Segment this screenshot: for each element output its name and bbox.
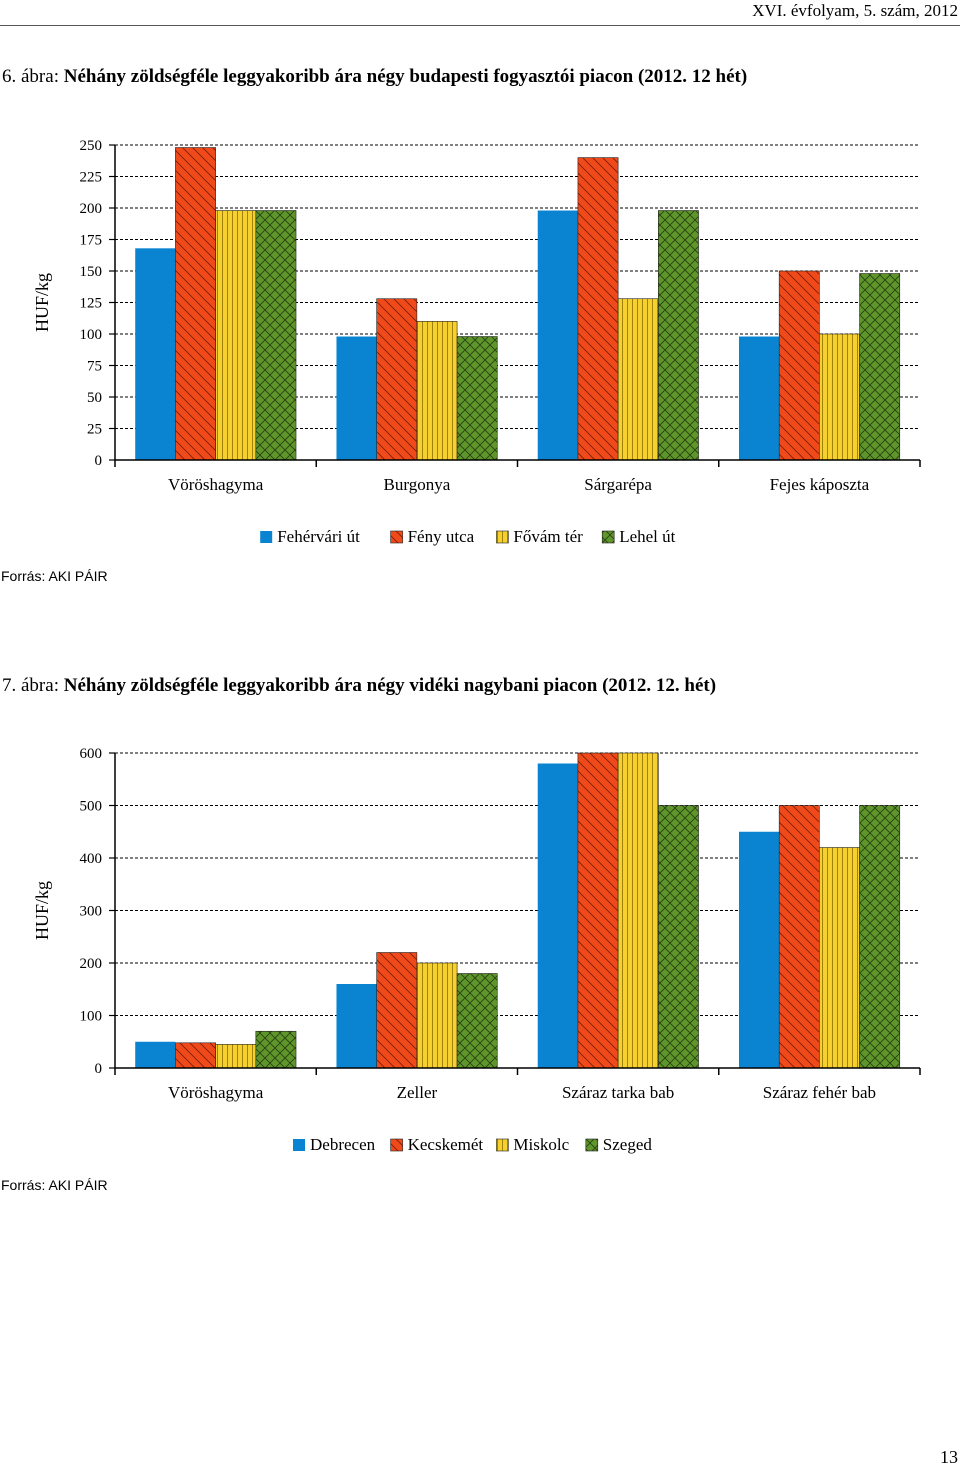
y-tick-label: 200 — [80, 201, 103, 217]
x-category-label: Zeller — [397, 1083, 438, 1102]
bar-lehel-út-2 — [658, 210, 699, 461]
legend-swatch-3 — [585, 1138, 599, 1152]
y-tick-label: 300 — [80, 904, 103, 920]
y-tick-label: 250 — [80, 138, 103, 154]
legend-swatch-1 — [390, 530, 403, 544]
legend-label-1: Fény utca — [408, 527, 475, 546]
y-axis-label: HUF/kg — [32, 881, 52, 940]
y-tick-label: 150 — [80, 264, 103, 280]
figure-6-svg: HUF/kg 0 25 50 75 100 125 150 175 200 225 250 Vörösh… — [32, 138, 921, 546]
x-category-label: Vöröshagyma — [168, 475, 264, 494]
y-tick-label: 175 — [80, 233, 103, 249]
legend-label-2: Fővám tér — [513, 527, 583, 546]
legend-label-0: Fehérvári út — [277, 527, 360, 546]
bar-fehérvári-út-2 — [537, 210, 578, 460]
bar-debrecen-2 — [537, 763, 578, 1068]
bar-miskolc-1 — [416, 962, 458, 1069]
bar-debrecen-3 — [738, 831, 780, 1068]
legend-swatch-2 — [496, 530, 509, 544]
header-rule — [0, 25, 960, 26]
bar-kecskemét-3 — [778, 805, 820, 1069]
figure-6-title: 6. ábra: Néhány zöldségféle leggyakoribb… — [2, 66, 747, 88]
x-category-label: Sárgarépa — [584, 475, 652, 494]
figure-7-title-text: Néhány zöldségféle leggyakoribb ára négy… — [63, 675, 717, 696]
legend-label-3: Lehel út — [619, 527, 675, 546]
bar-lehel-út-3 — [859, 273, 901, 461]
y-tick-label: 50 — [87, 390, 102, 406]
y-tick-label: 225 — [80, 170, 103, 186]
y-tick-label: 100 — [80, 327, 103, 343]
bar-kecskemét-1 — [376, 952, 418, 1069]
legend-swatch-2 — [496, 1138, 509, 1152]
bar-fény-utca-3 — [778, 270, 820, 461]
y-tick-label: 125 — [80, 296, 103, 312]
x-category-label: Vöröshagyma — [168, 1083, 264, 1102]
y-axis-label: HUF/kg — [32, 273, 52, 332]
x-category-label: Fejes káposzta — [770, 475, 870, 494]
bar-fehérvári-út-0 — [135, 248, 176, 460]
figure-6-prefix: 6. ábra: — [2, 66, 64, 87]
bar-debrecen-0 — [135, 1041, 176, 1068]
bar-miskolc-0 — [215, 1044, 257, 1069]
legend-label-2: Miskolc — [513, 1135, 569, 1154]
y-tick-label: 100 — [80, 1009, 103, 1025]
bar-miskolc-2 — [617, 752, 659, 1069]
bar-lehel-út-1 — [456, 336, 498, 461]
y-tick-label: 200 — [80, 956, 103, 972]
bar-fehérvári-út-1 — [336, 336, 377, 460]
bar-szeged-2 — [658, 805, 699, 1069]
bar-fővám-tér-0 — [215, 210, 257, 461]
y-tick-label: 75 — [87, 359, 102, 375]
journal-issue-header: XVI. évfolyam, 5. szám, 2012 — [752, 1, 958, 20]
bar-fény-utca-1 — [376, 298, 418, 461]
figure-7-prefix: 7. ábra: — [2, 675, 64, 696]
bar-szeged-3 — [859, 805, 901, 1069]
bar-szeged-1 — [456, 973, 498, 1069]
legend: Debrecen Kecskemét Miskolc Szeged — [293, 1135, 652, 1154]
bar-fővám-tér-2 — [617, 298, 659, 461]
figure-7-svg: HUF/kg 0 100 200 300 400 500 600 Vöröshagyma Zell… — [32, 746, 921, 1154]
bar-miskolc-3 — [819, 847, 860, 1069]
x-category-label: Burgonya — [384, 475, 451, 494]
x-category-label: Száraz tarka bab — [562, 1083, 674, 1102]
bar-fehérvári-út-3 — [738, 336, 780, 460]
bar-fővám-tér-1 — [416, 321, 458, 461]
legend-swatch-0 — [260, 531, 273, 543]
y-tick-label: 0 — [95, 1061, 103, 1077]
figure-6-chart: HUF/kg 0 25 50 75 100 125 150 175 200 225 250 Vörösh… — [0, 125, 960, 565]
bar-kecskemét-2 — [577, 752, 619, 1069]
legend-label-3: Szeged — [603, 1135, 653, 1154]
figure-6-source: Forrás: AKI PÁIR — [1, 568, 108, 584]
x-category-label: Száraz fehér bab — [763, 1083, 876, 1102]
figure-6-title-text: Néhány zöldségféle leggyakoribb ára négy… — [63, 66, 748, 87]
y-tick-label: 0 — [95, 453, 103, 469]
bar-fény-utca-2 — [577, 157, 619, 461]
bar-lehel-út-0 — [255, 210, 297, 461]
figure-7-title: 7. ábra: Néhány zöldségféle leggyakoribb… — [2, 675, 716, 697]
bar-debrecen-1 — [336, 984, 377, 1068]
bar-fény-utca-0 — [175, 147, 216, 461]
figure-7-chart: HUF/kg 0 100 200 300 400 500 600 Vöröshagyma Zell… — [0, 733, 960, 1173]
legend-swatch-3 — [601, 530, 615, 544]
y-tick-label: 600 — [80, 746, 103, 762]
legend-swatch-1 — [390, 1138, 403, 1152]
y-tick-label: 400 — [80, 851, 103, 867]
bar-kecskemét-0 — [175, 1042, 216, 1069]
figure-7-source: Forrás: AKI PÁIR — [1, 1177, 108, 1193]
page-number: 13 — [940, 1447, 958, 1467]
legend-label-0: Debrecen — [310, 1135, 376, 1154]
y-tick-label: 500 — [80, 799, 103, 815]
legend-label-1: Kecskemét — [408, 1135, 484, 1154]
y-tick-label: 25 — [87, 422, 102, 438]
bar-szeged-0 — [255, 1030, 297, 1069]
legend-swatch-0 — [293, 1139, 305, 1151]
bar-fővám-tér-3 — [819, 333, 860, 461]
legend: Fehérvári út Fény utca Fővám tér Lehel út — [260, 527, 676, 546]
